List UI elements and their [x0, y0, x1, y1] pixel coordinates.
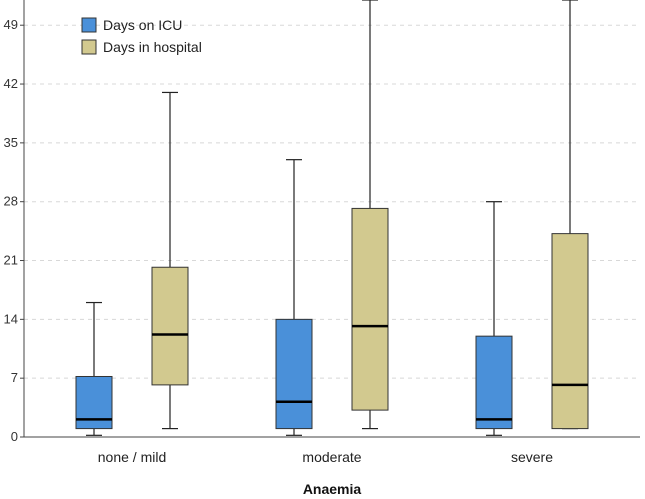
boxes [75, 0, 589, 436]
box-days-in-hospital-2 [551, 0, 589, 430]
legend-label: Days on ICU [103, 17, 182, 33]
y-tick-label: 28 [4, 194, 18, 209]
legend-swatch-days-in-hospital [81, 39, 97, 55]
iqr-box [75, 375, 113, 430]
y-tick-label: 49 [4, 17, 18, 32]
category-labels: none / mild moderate severe [98, 449, 553, 465]
box-days-in-hospital-0 [151, 91, 189, 430]
category-label: moderate [302, 449, 361, 465]
y-tick-label: 7 [11, 370, 18, 385]
y-tick-label: 21 [4, 253, 18, 268]
box-days-on-icu-2 [475, 201, 513, 436]
y-tick-labels: 0 7 14 21 28 35 42 49 [4, 17, 24, 444]
y-tick-label: 42 [4, 76, 18, 91]
y-tick-label: 0 [11, 429, 18, 444]
y-tick-label: 14 [4, 311, 18, 326]
axes [23, 0, 640, 438]
legend: Days on ICU Days in hospital [81, 17, 202, 55]
x-axis-title: Anaemia [303, 481, 362, 497]
legend-label: Days in hospital [103, 39, 202, 55]
y-tick-label: 35 [4, 135, 18, 150]
category-label: severe [511, 449, 553, 465]
box-days-on-icu-0 [75, 301, 113, 436]
box-days-on-icu-1 [275, 159, 313, 436]
iqr-box [551, 233, 589, 430]
iqr-box [351, 207, 389, 411]
category-label: none / mild [98, 449, 166, 465]
box-days-in-hospital-1 [351, 0, 389, 430]
iqr-box [275, 318, 313, 430]
gridlines [24, 24, 640, 379]
legend-swatch-days-on-icu [81, 17, 97, 33]
iqr-box [475, 335, 513, 430]
iqr-box [151, 266, 189, 386]
